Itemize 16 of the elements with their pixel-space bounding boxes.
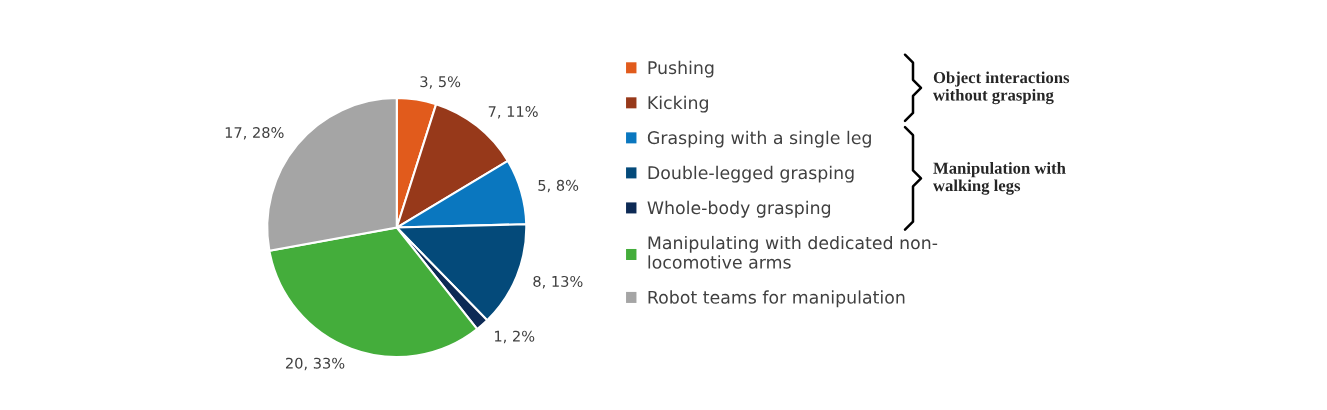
legend-label: Kicking [648, 95, 708, 113]
legend-label: Manipulating with dedicated non- locomotive arms [648, 235, 938, 269]
data-label: 1, 2% [494, 330, 535, 344]
data-label: 20, 33% [285, 357, 345, 371]
data-label: 7, 11% [488, 105, 538, 119]
legend-label: Whole-body grasping [647, 200, 831, 218]
data-label: 3, 5% [420, 76, 461, 89]
text: Manipulation with walking legs [933, 162, 1066, 195]
legend-label: Double-legged grasping [648, 165, 854, 183]
data-label: 5, 8% [538, 179, 579, 193]
legend-label: Grasping with a single leg [647, 130, 871, 148]
legend-label: Robot teams for manipulation [648, 290, 905, 308]
data-label: 8, 13% [533, 275, 583, 289]
data-label: 17, 28% [225, 127, 284, 140]
text: Object interactions without grasping [933, 71, 1070, 105]
legend-label: Pushing [648, 60, 714, 78]
